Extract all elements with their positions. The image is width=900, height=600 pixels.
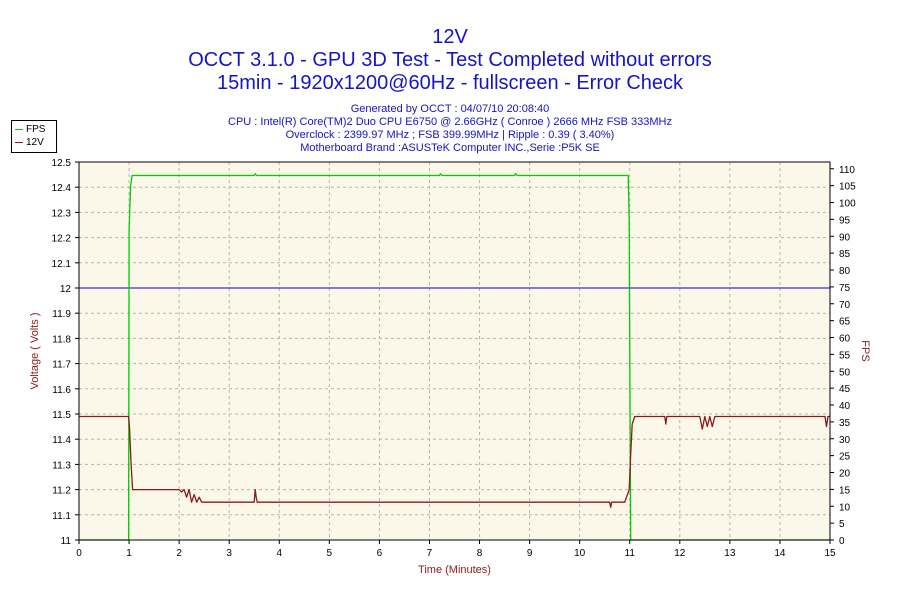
x-tick-label: 12 <box>674 548 686 559</box>
x-tick-label: 7 <box>427 548 433 559</box>
y-right-axis-label: FPS <box>859 340 871 361</box>
x-tick-label: 14 <box>774 548 786 559</box>
y-right-tick-label: 10 <box>839 502 851 513</box>
y-left-tick-label: 12.5 <box>52 158 72 169</box>
x-tick-label: 13 <box>724 548 736 559</box>
chart-title: 12V <box>432 26 468 48</box>
overclock-info: Overclock : 2399.97 MHz ; FSB 399.99MHz … <box>285 129 615 141</box>
x-tick-label: 4 <box>276 548 282 559</box>
y-right-tick-label: 80 <box>839 266 851 277</box>
plot-area <box>79 162 830 540</box>
series-line-12v <box>79 415 830 508</box>
y-left-tick-label: 11.8 <box>52 334 71 345</box>
legend-swatch-12v <box>15 141 23 143</box>
y-right-tick-label: 75 <box>839 283 851 294</box>
y-right-tick-label: 35 <box>839 418 851 429</box>
y-left-tick-label: 11.7 <box>52 360 71 371</box>
y-left-tick-label: 11.5 <box>52 410 71 421</box>
y-right-tick-label: 15 <box>839 485 851 496</box>
y-left-tick-label: 11.1 <box>52 511 71 522</box>
x-tick-label: 11 <box>625 548 636 559</box>
x-tick-label: 3 <box>226 548 232 559</box>
y-right-tick-label: 110 <box>839 165 855 176</box>
y-right-tick-label: 95 <box>839 215 851 226</box>
y-left-axis-label: Voltage ( Volts ) <box>29 312 41 389</box>
x-tick-label: 15 <box>824 548 836 559</box>
y-right-tick-label: 5 <box>839 519 845 530</box>
y-right-tick-label: 30 <box>839 435 851 446</box>
y-right-tick-label: 65 <box>839 317 851 328</box>
plot-border <box>78 161 831 541</box>
series-line-fps <box>79 172 830 541</box>
y-left-tick-label: 12.4 <box>52 183 72 194</box>
y-right-tick-label: 90 <box>839 232 851 243</box>
legend-entry-12v: 12V <box>15 137 44 149</box>
cpu-info: CPU : Intel(R) Core(TM)2 Duo CPU E6750 @… <box>228 116 672 128</box>
y-left-tick-label: 11.9 <box>52 309 71 320</box>
x-tick-label: 9 <box>527 548 533 559</box>
y-left-tick-label: 11 <box>61 536 72 547</box>
y-right-tick-label: 105 <box>839 182 856 193</box>
legend-swatch-fps <box>15 128 23 130</box>
x-tick-label: 6 <box>377 548 383 559</box>
x-tick-label: 0 <box>76 548 82 559</box>
y-right-tick-label: 25 <box>839 452 851 463</box>
y-left-tick-label: 11.2 <box>52 486 71 497</box>
generated-info: Generated by OCCT : 04/07/10 20:08:40 <box>350 103 550 115</box>
x-tick-label: 8 <box>477 548 483 559</box>
y-right-tick-label: 100 <box>839 199 856 210</box>
x-tick-label: 10 <box>574 548 586 559</box>
y-left-tick-label: 11.4 <box>52 435 71 446</box>
y-left-tick-label: 12.1 <box>52 259 72 270</box>
y-left-tick-label: 11.3 <box>52 460 71 471</box>
x-tick-label: 5 <box>327 548 333 559</box>
x-axis-label: Time (Minutes) <box>418 564 491 576</box>
y-right-tick-label: 60 <box>839 334 851 345</box>
y-right-tick-label: 50 <box>839 367 851 378</box>
chart-legend: FPS 12V <box>11 120 57 153</box>
y-right-tick-label: 70 <box>839 300 851 311</box>
y-left-tick-label: 12.3 <box>52 208 72 219</box>
chart-subtitle-mode: 15min - 1920x1200@60Hz - fullscreen - Er… <box>216 72 684 94</box>
y-left-tick-label: 11.6 <box>52 385 71 396</box>
chart-subtitle-test: OCCT 3.1.0 - GPU 3D Test - Test Complete… <box>188 49 712 71</box>
y-right-tick-label: 40 <box>839 401 851 412</box>
y-right-tick-label: 45 <box>839 384 851 395</box>
y-left-tick-label: 12 <box>60 284 72 295</box>
y-right-tick-label: 55 <box>839 350 851 361</box>
x-tick-label: 2 <box>176 548 182 559</box>
motherboard-info: Motherboard Brand :ASUSTeK Computer INC.… <box>300 142 600 154</box>
legend-label-12v: 12V <box>26 137 44 148</box>
legend-entry-fps: FPS <box>15 124 45 136</box>
y-left-tick-label: 12.2 <box>52 234 72 245</box>
y-right-tick-label: 85 <box>839 249 851 260</box>
y-right-tick-label: 20 <box>839 469 851 480</box>
x-tick-label: 1 <box>126 548 132 559</box>
y-right-tick-label: 0 <box>839 536 845 547</box>
legend-label-fps: FPS <box>26 124 46 135</box>
